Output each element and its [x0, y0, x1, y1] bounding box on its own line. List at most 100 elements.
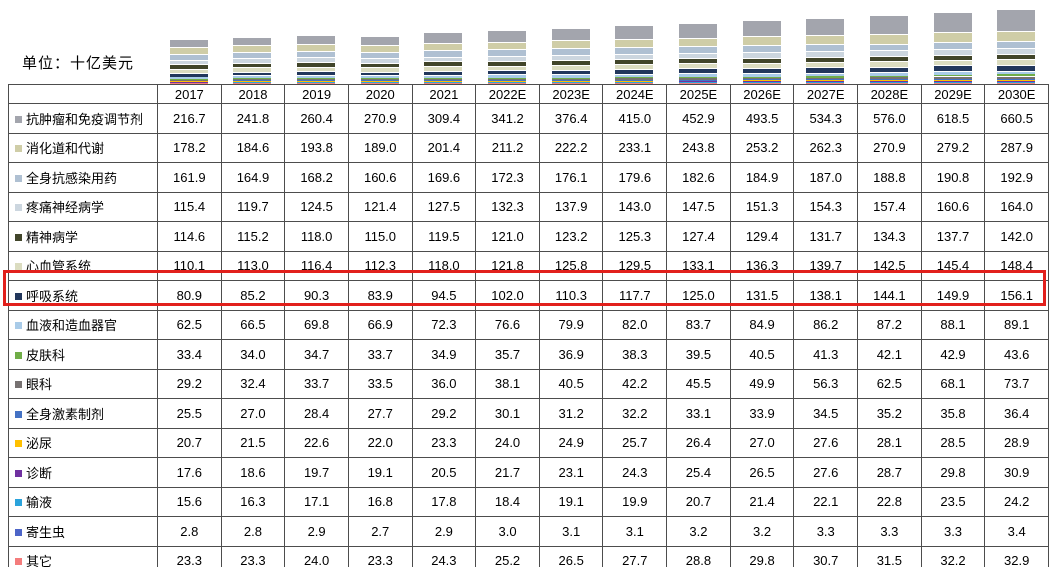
value-cell: 49.9 — [729, 368, 795, 399]
value-cell: 76.6 — [475, 309, 540, 340]
bar-segment — [806, 79, 845, 81]
value-cell: 161.9 — [157, 162, 222, 193]
value-cell: 26.4 — [666, 427, 731, 458]
bar-segment — [551, 75, 590, 78]
bar-segment — [742, 81, 781, 83]
table-row: 输液 15.6 16.3 17.1 16.8 17.8 18.4 19.1 19.9 20.7 21… — [8, 486, 1049, 517]
value-cell: 40.5 — [729, 339, 795, 370]
bar-segment — [233, 83, 272, 84]
value-cell: 35.2 — [857, 398, 922, 429]
bar-segment — [297, 78, 336, 80]
bar-segment — [678, 64, 717, 69]
value-cell: 94.5 — [411, 280, 477, 311]
value-cell: 3.3 — [920, 516, 986, 547]
value-cell: 23.3 — [411, 427, 477, 458]
stacked-bar — [551, 28, 590, 84]
value-cell: 147.5 — [666, 191, 731, 222]
value-cell: 118.0 — [411, 250, 477, 281]
bar-segment — [424, 82, 463, 83]
value-cell: 118.0 — [284, 221, 349, 252]
bar-segment — [933, 42, 972, 49]
value-cell: 22.1 — [793, 486, 859, 517]
bar-segment — [678, 38, 717, 47]
value-cell: 26.5 — [538, 545, 604, 567]
category-swatch-icon — [15, 115, 22, 123]
bar-segment — [678, 74, 717, 77]
value-cell: 190.8 — [920, 162, 986, 193]
value-cell: 27.7 — [602, 545, 668, 567]
bar-segment — [678, 78, 717, 80]
corner-cell — [8, 84, 158, 104]
value-cell: 137.7 — [920, 221, 986, 252]
bar-segment — [869, 83, 908, 84]
value-cell: 85.2 — [220, 280, 286, 311]
value-cell: 23.3 — [220, 545, 286, 567]
value-cell: 33.5 — [347, 368, 413, 399]
bar-segment — [551, 49, 590, 55]
bar-segment — [806, 80, 845, 82]
value-cell: 28.4 — [284, 398, 349, 429]
value-cell: 23.1 — [538, 457, 604, 488]
stacked-bar — [615, 25, 654, 84]
bar-segment — [233, 52, 272, 58]
bar-segment — [997, 10, 1036, 31]
bar-segment — [933, 83, 972, 84]
value-cell: 34.5 — [793, 398, 859, 429]
bar-segment — [615, 40, 654, 48]
bar-segment — [806, 68, 845, 73]
value-cell: 115.0 — [347, 221, 413, 252]
bar-segment — [678, 59, 717, 64]
value-cell: 38.3 — [602, 339, 668, 370]
value-cell: 17.8 — [411, 486, 477, 517]
value-cell: 110.3 — [538, 280, 604, 311]
bar-segment — [424, 44, 463, 51]
value-cell: 576.0 — [857, 103, 922, 134]
value-cell: 89.1 — [984, 309, 1049, 340]
bar-segment — [678, 69, 717, 74]
stacked-bar — [169, 39, 208, 84]
value-cell: 32.2 — [920, 545, 986, 567]
value-cell: 24.9 — [538, 427, 604, 458]
bar-segment — [360, 72, 399, 76]
bar-segment — [488, 80, 527, 81]
value-cell: 201.4 — [411, 132, 477, 163]
value-cell: 24.0 — [284, 545, 349, 567]
category-swatch-icon — [15, 528, 22, 536]
bar-segment — [297, 51, 336, 58]
value-cell: 80.9 — [157, 280, 222, 311]
bar-segment — [678, 83, 717, 84]
stacked-bar — [297, 35, 336, 84]
year-header-2019: 2019 — [284, 84, 349, 104]
table-row: 诊断 17.6 18.6 19.7 19.1 20.5 21.7 23.1 24.3 25.4 26… — [8, 457, 1049, 488]
value-cell: 129.5 — [602, 250, 668, 281]
bar-segment — [551, 83, 590, 84]
table-row: 抗肿瘤和免疫调节剂 216.7 241.8 260.4 270.9 309.4 341.2 3… — [8, 103, 1049, 134]
bar-segment — [806, 77, 845, 80]
bar-segment — [997, 48, 1036, 54]
bar-segment — [488, 61, 527, 66]
value-cell: 115.4 — [157, 191, 222, 222]
value-cell: 33.7 — [347, 339, 413, 370]
bar-segment — [297, 72, 336, 76]
bar-column-2026E — [730, 0, 794, 84]
row-label: 全身激素制剂 — [8, 398, 158, 429]
value-cell: 21.5 — [220, 427, 286, 458]
value-cell: 21.7 — [475, 457, 540, 488]
value-cell: 29.2 — [157, 368, 222, 399]
value-cell: 119.7 — [220, 191, 286, 222]
value-cell: 138.1 — [793, 280, 859, 311]
bar-segment — [551, 78, 590, 80]
bar-segment — [233, 78, 272, 80]
value-cell: 121.8 — [475, 250, 540, 281]
year-header-2023E: 2023E — [538, 84, 604, 104]
value-cell: 27.0 — [220, 398, 286, 429]
bar-segment — [869, 80, 908, 82]
bar-segment — [742, 74, 781, 77]
value-cell: 27.6 — [793, 457, 859, 488]
bar-segment — [997, 78, 1036, 81]
bar-segment — [742, 77, 781, 80]
bar-segment — [297, 79, 336, 81]
bar-segment — [360, 36, 399, 46]
value-cell: 18.4 — [475, 486, 540, 517]
